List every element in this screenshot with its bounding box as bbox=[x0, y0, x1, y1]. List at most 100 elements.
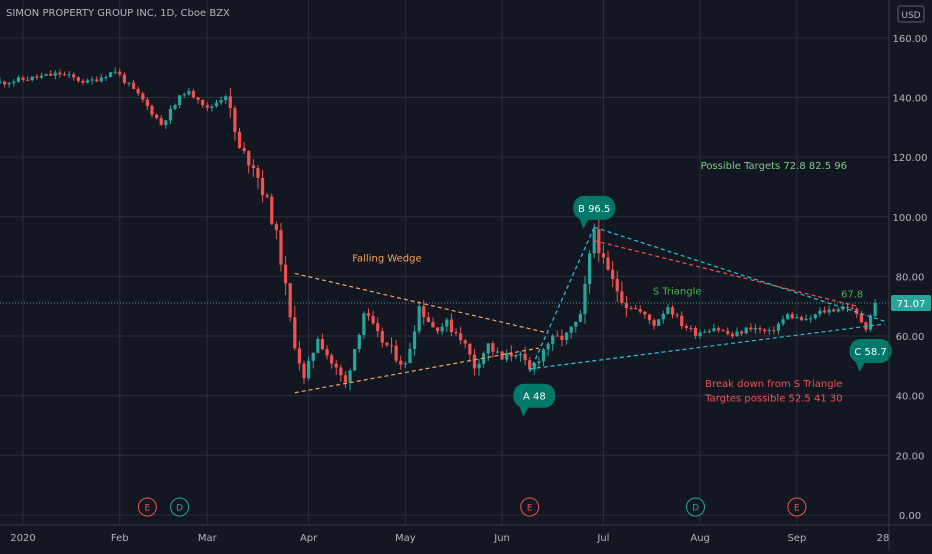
candle-body bbox=[320, 339, 325, 350]
candle-body bbox=[445, 319, 449, 327]
candle-body bbox=[786, 314, 790, 320]
candle-body bbox=[141, 93, 145, 100]
y-tick-label: 160.00 bbox=[893, 34, 928, 45]
candle-body bbox=[859, 313, 863, 323]
x-tick-label: Jun bbox=[493, 533, 510, 544]
event-label: D bbox=[176, 504, 183, 514]
event-label: E bbox=[145, 504, 151, 514]
event-label: D bbox=[692, 504, 699, 514]
candle-body bbox=[827, 309, 831, 313]
candle-body bbox=[643, 311, 647, 315]
candle-body bbox=[283, 264, 288, 284]
candle-body bbox=[408, 348, 412, 364]
earnings-event-marker: E bbox=[520, 497, 540, 517]
candle-body bbox=[67, 74, 71, 76]
candle-body bbox=[16, 77, 21, 82]
candle-body bbox=[500, 351, 504, 360]
candle-body bbox=[366, 313, 371, 316]
candle-body bbox=[541, 349, 546, 362]
candle-body bbox=[693, 328, 698, 337]
candle-body bbox=[758, 328, 762, 330]
candle-body bbox=[505, 352, 509, 360]
candle-body bbox=[201, 99, 205, 106]
candle-body bbox=[122, 74, 126, 83]
candle-body bbox=[836, 309, 840, 312]
candle-body bbox=[431, 322, 435, 328]
annotation-falling-wedge: Falling Wedge bbox=[352, 254, 421, 265]
candle-body bbox=[670, 307, 675, 315]
x-tick-label: Feb bbox=[111, 533, 129, 544]
annotation-s-triangle: S Triangle bbox=[653, 286, 702, 297]
candle-body bbox=[606, 257, 610, 270]
candle-body bbox=[334, 363, 338, 368]
event-circle bbox=[787, 497, 807, 517]
candle-body bbox=[376, 323, 380, 332]
candle-body bbox=[491, 343, 495, 352]
callout-label: A 48 bbox=[523, 392, 546, 403]
candle-body bbox=[417, 306, 421, 332]
candle-body bbox=[601, 253, 606, 258]
candle-body bbox=[403, 363, 407, 365]
candle-body bbox=[790, 314, 794, 319]
y-tick-label: 100.00 bbox=[893, 213, 928, 224]
annotation-breakdown-line2: Targtes possible 52.5 41 30 bbox=[704, 394, 843, 405]
candle-body bbox=[394, 345, 398, 361]
callout-box bbox=[573, 195, 616, 220]
candle-body bbox=[735, 331, 739, 337]
candle-body bbox=[228, 96, 232, 109]
candle-body bbox=[574, 321, 578, 327]
candle-body bbox=[325, 349, 329, 356]
candle-body bbox=[449, 319, 454, 333]
candle-body bbox=[551, 335, 555, 344]
candle-body bbox=[371, 315, 375, 324]
x-tick-label: Sep bbox=[787, 533, 806, 544]
trendline-b-to-c-red bbox=[594, 240, 857, 307]
chart-title: SIMON PROPERTY GROUP INC, 1D, Cboe BZX bbox=[6, 8, 230, 19]
event-circle bbox=[520, 497, 540, 517]
candle-body bbox=[237, 131, 242, 148]
candle-body bbox=[855, 308, 859, 314]
candle-body bbox=[454, 332, 458, 334]
candle-body bbox=[514, 354, 518, 357]
candle-body bbox=[357, 335, 361, 350]
candle-body bbox=[624, 303, 629, 309]
candle-body bbox=[799, 317, 804, 321]
candle-body bbox=[178, 95, 182, 106]
callout-bubble: C 58.7 bbox=[849, 338, 892, 372]
candle-body bbox=[657, 319, 661, 326]
callout-box bbox=[849, 338, 892, 363]
candle-body bbox=[191, 91, 196, 98]
candle-body bbox=[81, 80, 85, 83]
event-label: E bbox=[794, 504, 800, 514]
candle-body bbox=[242, 147, 246, 152]
currency-badge bbox=[897, 5, 925, 23]
candle-body bbox=[311, 352, 315, 361]
candle-body bbox=[76, 77, 80, 81]
candle-body bbox=[518, 353, 523, 355]
candle-body bbox=[726, 330, 730, 334]
candle-body bbox=[380, 331, 384, 343]
candle-body bbox=[0, 81, 2, 83]
candle-body bbox=[104, 77, 108, 79]
event-circle bbox=[686, 497, 706, 517]
candle-body bbox=[279, 230, 283, 265]
candle-body bbox=[569, 326, 573, 333]
candle-body bbox=[532, 363, 536, 370]
candle-body bbox=[459, 333, 463, 341]
candle-body bbox=[26, 79, 30, 81]
candle-body bbox=[587, 253, 592, 284]
candle-body bbox=[592, 229, 596, 254]
candle-body bbox=[385, 342, 389, 346]
candle-body bbox=[150, 105, 154, 115]
candle-body bbox=[638, 309, 642, 312]
candle-body bbox=[293, 317, 297, 349]
candle-body bbox=[95, 79, 99, 82]
candle-body bbox=[412, 331, 417, 349]
trendline-a-to-b bbox=[529, 226, 595, 373]
candle-body bbox=[776, 323, 781, 331]
candle-body bbox=[224, 96, 228, 101]
